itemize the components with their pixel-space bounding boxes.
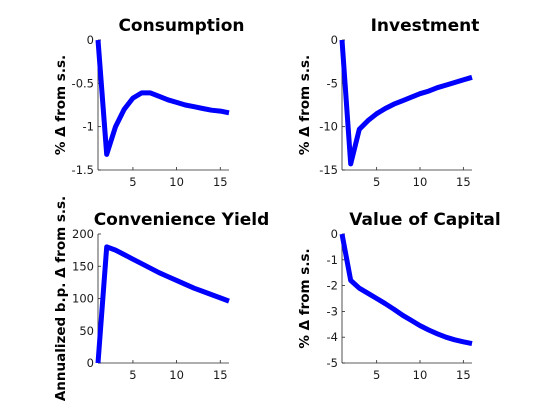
series-line-1 xyxy=(339,39,473,167)
y-tick-label: 100 xyxy=(72,292,94,306)
chart-title: Consumption xyxy=(118,16,244,36)
x-tick-label: 5 xyxy=(373,368,380,382)
chart-panel-1: 5 10 15 -1.5 -1 -0.5 0 Consumption % Δ from s.s. xyxy=(53,16,245,189)
series-line-1 xyxy=(95,244,230,364)
x-tick-label: 15 xyxy=(213,175,228,189)
y-tick-label: -1 xyxy=(327,253,338,267)
chart-panel-2: 5 10 15 -15 -10 -5 0 Investment % Δ from s.s. xyxy=(297,16,479,189)
y-tick-label: 0 xyxy=(87,356,94,370)
chart-title: Value of Capital xyxy=(349,210,500,230)
y-tick-label: -5 xyxy=(327,76,338,90)
y-tick-label: 150 xyxy=(72,259,94,273)
y-tick-label: -15 xyxy=(319,163,338,177)
x-tick-label: 10 xyxy=(413,175,428,189)
y-axis-label: % Δ from s.s. xyxy=(297,55,313,155)
y-tick-label: 0 xyxy=(87,33,94,47)
y-tick-label: -1.5 xyxy=(72,163,94,177)
y-tick-label: -2 xyxy=(327,279,338,293)
series-line-1 xyxy=(95,39,230,157)
x-tick-label: 15 xyxy=(456,175,471,189)
y-tick-label: -5 xyxy=(327,356,338,370)
x-tick-label: 10 xyxy=(169,368,184,382)
y-tick-label: 0 xyxy=(331,227,338,241)
y-axis-label: % Δ from s.s. xyxy=(53,55,69,155)
x-tick-label: 15 xyxy=(456,368,471,382)
chart-title: Convenience Yield xyxy=(94,210,270,230)
y-tick-label: 200 xyxy=(72,227,94,241)
y-axis-label: Annualized b.p. Δ from s.s. xyxy=(53,196,69,401)
x-tick-label: 10 xyxy=(413,368,428,382)
x-tick-label: 5 xyxy=(129,368,136,382)
y-tick-label: -1 xyxy=(83,120,94,134)
x-tick-label: 5 xyxy=(129,175,136,189)
x-tick-label: 10 xyxy=(169,175,184,189)
y-tick-label: 50 xyxy=(79,324,94,338)
chart-title: Investment xyxy=(371,16,480,36)
y-tick-label: -3 xyxy=(327,304,338,318)
y-tick-label: -0.5 xyxy=(72,76,94,90)
y-axis-label: % Δ from s.s. xyxy=(297,248,313,348)
series-line-1 xyxy=(339,233,473,347)
x-tick-label: 5 xyxy=(373,175,380,189)
x-tick-label: 15 xyxy=(213,368,228,382)
chart-panel-4: 5 10 15 -5 -4 -3 -2 -1 0 Value of Capital % Δ from… xyxy=(297,210,501,382)
y-tick-label: -10 xyxy=(319,120,338,134)
y-tick-label: -4 xyxy=(327,330,338,344)
y-tick-label: 0 xyxy=(331,33,338,47)
